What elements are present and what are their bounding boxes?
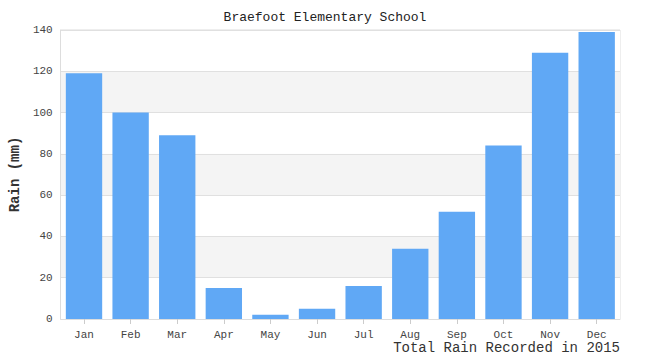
svg-text:0: 0	[46, 313, 53, 325]
svg-text:Aug: Aug	[400, 329, 420, 341]
svg-text:20: 20	[40, 272, 53, 284]
svg-text:120: 120	[33, 65, 53, 77]
svg-text:Sep: Sep	[447, 329, 467, 341]
svg-text:Jul: Jul	[354, 329, 374, 341]
svg-text:Oct: Oct	[494, 329, 514, 341]
svg-text:Jun: Jun	[307, 329, 327, 341]
svg-text:140: 140	[33, 24, 53, 36]
svg-text:100: 100	[33, 107, 53, 119]
svg-text:Rain (mm): Rain (mm)	[7, 137, 23, 213]
svg-text:Apr: Apr	[214, 329, 234, 341]
svg-text:Braefoot Elementary School: Braefoot Elementary School	[224, 10, 427, 25]
svg-text:Mar: Mar	[167, 329, 187, 341]
svg-text:60: 60	[40, 189, 53, 201]
svg-text:40: 40	[40, 230, 53, 242]
svg-text:May: May	[261, 329, 281, 341]
svg-text:Nov: Nov	[540, 329, 560, 341]
svg-text:Feb: Feb	[121, 329, 141, 341]
svg-text:Jan: Jan	[74, 329, 94, 341]
svg-text:Dec: Dec	[587, 329, 607, 341]
svg-text:Total Rain Recorded in 2015: Total Rain Recorded in 2015	[393, 340, 620, 356]
svg-text:80: 80	[40, 148, 53, 160]
